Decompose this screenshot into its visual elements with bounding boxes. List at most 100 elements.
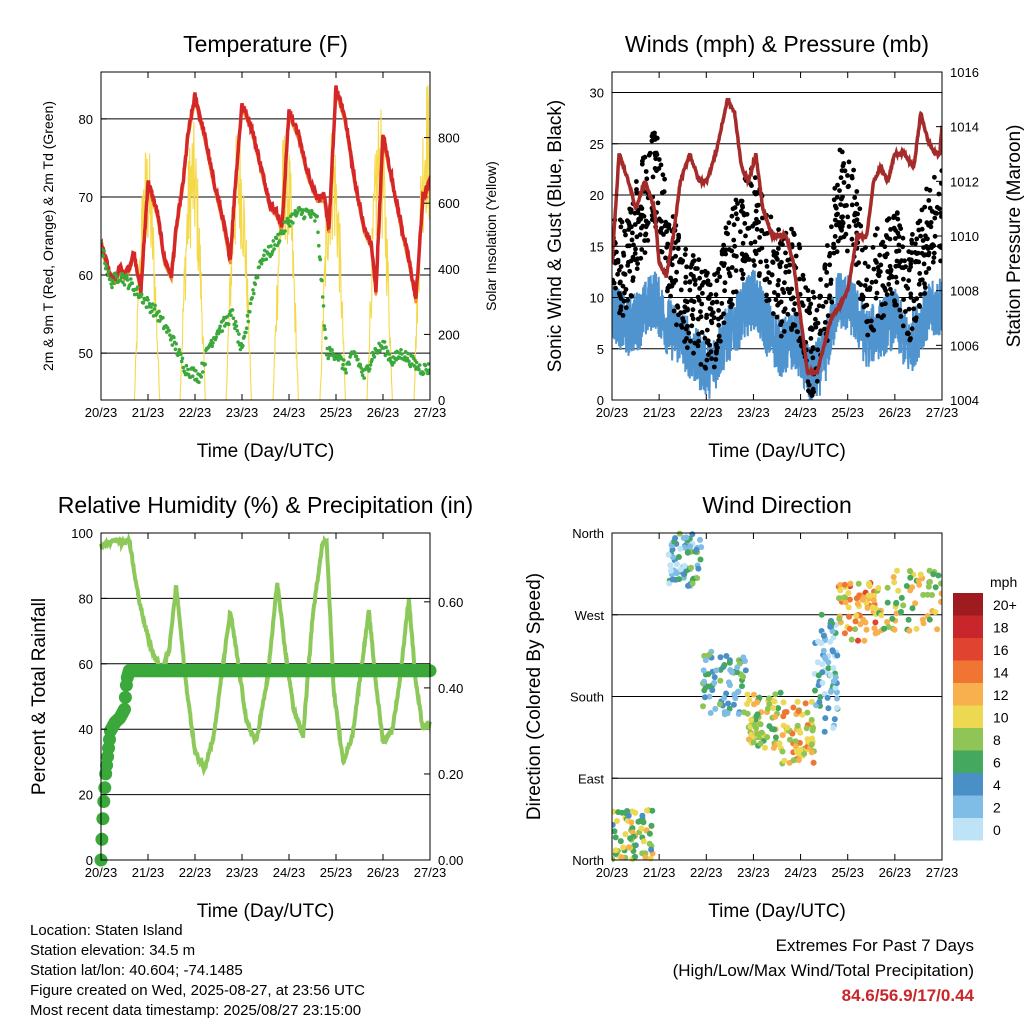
gust-point — [886, 281, 892, 287]
wind-direction-point — [765, 695, 772, 702]
wind-direction-point — [913, 625, 920, 632]
gust-point — [831, 250, 837, 256]
gust-point — [723, 251, 728, 257]
gust-point — [841, 161, 847, 166]
dewpoint-point — [111, 281, 116, 286]
gust-point — [837, 188, 842, 194]
dewpoint-point — [161, 315, 165, 320]
gust-point — [797, 276, 802, 282]
wind-direction-point — [817, 694, 824, 700]
gust-point — [854, 217, 860, 223]
gust-point — [668, 275, 673, 281]
y-axis-label: Percent & Total Rainfall — [29, 598, 50, 795]
gust-point — [846, 183, 851, 189]
wind-direction-point — [930, 571, 937, 578]
colorbar-swatch — [953, 728, 983, 751]
wind-direction-point — [810, 725, 817, 731]
gust-point — [864, 302, 870, 308]
dewpoint-point — [269, 244, 273, 248]
wind-direction-point — [642, 854, 649, 861]
dewpoint-point — [231, 316, 236, 321]
gust-point — [678, 287, 684, 293]
wind-direction-point — [771, 726, 778, 733]
wind-direction-point — [846, 613, 853, 620]
wind-direction-point — [627, 835, 634, 842]
wind-direction-point — [906, 627, 913, 634]
gust-point — [931, 250, 937, 256]
gust-point — [839, 224, 845, 229]
wind-direction-point — [643, 807, 650, 814]
wind-direction-point — [764, 734, 771, 741]
wind-direction-point — [676, 530, 683, 537]
x-tick-label: 22/23 — [179, 405, 212, 420]
wind-direction-point — [757, 740, 764, 747]
gust-point — [717, 274, 723, 280]
dewpoint-point — [150, 309, 154, 314]
gust-point — [918, 233, 923, 239]
colorbar-label: 2 — [993, 800, 1001, 816]
wind-direction-point — [762, 744, 768, 751]
gust-point — [807, 326, 813, 332]
gust-point — [781, 309, 787, 314]
gust-point — [711, 315, 717, 321]
wind-direction-point — [919, 616, 926, 623]
gust-point — [644, 176, 650, 182]
gust-point — [743, 233, 748, 239]
x-tick-label: 27/23 — [414, 405, 447, 420]
wind-direction-point — [920, 591, 927, 598]
dewpoint-point — [343, 367, 348, 372]
gust-point — [776, 227, 781, 233]
wind-direction-point — [723, 690, 730, 697]
gust-point — [643, 169, 649, 174]
dewpoint-point — [248, 310, 252, 314]
wind-direction-point — [612, 856, 616, 863]
gust-point — [723, 247, 729, 253]
wind-direction-point — [770, 705, 777, 711]
gust-point — [632, 222, 638, 227]
dewpoint-point — [418, 363, 422, 367]
wind-direction-point — [725, 700, 732, 707]
gust-point — [719, 249, 725, 254]
dewpoint-point — [353, 350, 357, 355]
dewpoint-point — [367, 367, 372, 371]
gust-point — [926, 266, 932, 271]
gust-point — [678, 323, 684, 328]
wind-direction-point — [836, 615, 843, 622]
gust-point — [685, 345, 690, 351]
y-right-tick-label: 400 — [438, 262, 460, 277]
dewpoint-point — [190, 374, 195, 379]
gust-point — [823, 299, 829, 305]
wind-direction-point — [781, 757, 788, 764]
gust-point — [922, 285, 928, 290]
wind-direction-point — [869, 604, 876, 611]
gust-point — [730, 206, 736, 212]
wind-direction-point — [818, 611, 825, 618]
dewpoint-point — [157, 309, 161, 314]
y-tick-label: 70 — [79, 190, 93, 205]
dewpoint-point — [390, 363, 395, 367]
gust-point — [705, 281, 711, 287]
gust-point — [938, 258, 942, 264]
gust-point — [728, 304, 734, 310]
gust-point — [906, 306, 912, 312]
y-right-tick-label: 1014 — [950, 120, 979, 135]
gust-point — [799, 300, 805, 305]
colorbar-label: 4 — [993, 777, 1001, 793]
gust-point — [778, 333, 784, 339]
dewpoint-point — [262, 253, 266, 258]
dewpoint-point — [272, 247, 276, 251]
gust-point — [621, 271, 626, 276]
gust-point — [620, 313, 626, 318]
gust-point — [622, 290, 627, 296]
gust-point — [849, 175, 855, 181]
gust-point — [785, 311, 791, 317]
gust-point — [901, 297, 906, 302]
gust-point — [884, 292, 890, 297]
wind-direction-point — [795, 708, 802, 715]
wind-direction-point — [925, 583, 932, 590]
wind-direction-point — [802, 700, 809, 707]
wind-direction-point — [734, 664, 741, 671]
dewpoint-point — [302, 215, 307, 219]
wind-direction-point — [878, 612, 885, 619]
x-tick-label: 26/23 — [367, 405, 400, 420]
